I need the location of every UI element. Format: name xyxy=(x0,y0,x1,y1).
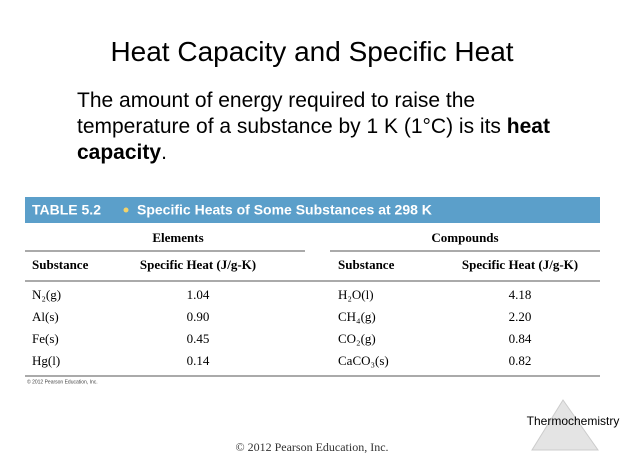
table-cell: H₂O(l) xyxy=(338,287,374,302)
column-header: Specific Heat (J/g-K) xyxy=(462,257,578,272)
table-caption: Specific Heats of Some Substances at 298… xyxy=(137,202,432,218)
logo-text: Thermochemistry xyxy=(527,414,620,428)
body-term: heat capacity xyxy=(77,115,550,164)
table-banner xyxy=(25,197,600,223)
group-header: Elements xyxy=(152,230,203,245)
table-cell: 0.84 xyxy=(509,331,532,346)
table-cell: CO₂(g) xyxy=(338,331,376,346)
table-cell: Fe(s) xyxy=(32,331,59,346)
table-cell: CH₄(g) xyxy=(338,309,376,324)
logo-triangle xyxy=(531,399,599,451)
table-cell: N₂(g) xyxy=(32,287,61,302)
table-cell: 0.45 xyxy=(187,331,210,346)
body-text: The amount of energy required to raise t… xyxy=(77,88,577,166)
table-cell: CaCO₃(s) xyxy=(338,353,389,368)
slide-title: Heat Capacity and Specific Heat xyxy=(110,36,514,67)
table-cell: 0.90 xyxy=(187,309,210,324)
column-header: Substance xyxy=(32,257,89,272)
banner-bullet xyxy=(123,207,129,213)
body-end: . xyxy=(161,141,167,164)
body-sentence: The amount of energy required to raise t… xyxy=(77,89,501,138)
group-header: Compounds xyxy=(431,230,498,245)
table-cell: Al(s) xyxy=(32,309,59,324)
table-cell: 0.14 xyxy=(187,353,210,368)
table-cell: 2.20 xyxy=(509,309,532,324)
table-label: TABLE 5.2 xyxy=(32,202,101,218)
table-cell: 1.04 xyxy=(187,287,210,302)
table-credit: © 2012 Pearson Education, Inc. xyxy=(27,378,98,385)
column-header: Substance xyxy=(338,257,395,272)
footer: © 2012 Pearson Education, Inc. xyxy=(235,440,388,454)
table-cell: Hg(l) xyxy=(32,353,60,368)
column-header: Specific Heat (J/g-K) xyxy=(140,257,256,272)
table-cell: 0.82 xyxy=(509,353,532,368)
table-cell: 4.18 xyxy=(509,287,532,302)
